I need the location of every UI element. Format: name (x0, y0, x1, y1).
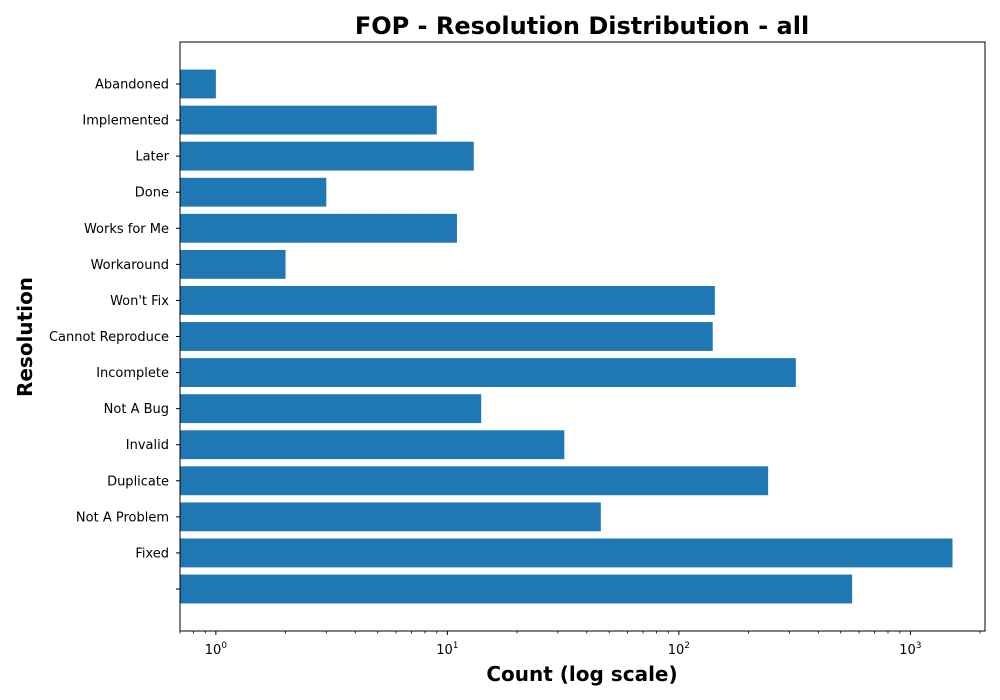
bar-fixed (180, 538, 953, 568)
bar-later (180, 141, 474, 171)
y-tick-label: Abandoned (95, 78, 169, 93)
bar-invalid (180, 430, 565, 460)
y-tick-label: Works for Me (84, 222, 169, 237)
y-tick-label: Implemented (82, 114, 169, 129)
y-tick-label: Done (135, 186, 169, 201)
bar-works-for-me (180, 213, 457, 243)
y-axis: Abandoned Implemented Later Done Works for M… (49, 78, 180, 590)
x-axis: 100 101 102 103 (179, 631, 981, 658)
y-tick-label: Not A Problem (76, 510, 169, 525)
bar-abandoned (180, 69, 216, 99)
y-axis-label: Resolution (13, 277, 37, 397)
y-tick-label: Won't Fix (110, 294, 169, 309)
y-tick-label: Cannot Reproduce (49, 330, 169, 345)
bar-not-a-bug (180, 394, 482, 424)
bars-group (180, 69, 953, 604)
chart-title: FOP - Resolution Distribution - all (355, 12, 809, 40)
y-tick-label: Workaround (91, 258, 169, 273)
bar-duplicate (180, 466, 769, 496)
x-axis-label: Count (log scale) (486, 662, 677, 686)
y-tick-label: Not A Bug (104, 402, 169, 417)
bar-incomplete (180, 358, 796, 387)
y-tick-label: Duplicate (107, 474, 169, 489)
x-tick-label: 100 (205, 641, 228, 658)
bar-done (180, 177, 327, 207)
bar-unlabeled (180, 574, 853, 604)
bar-implemented (180, 105, 437, 135)
y-tick-label: Invalid (126, 438, 169, 453)
x-tick-label: 103 (899, 641, 921, 658)
y-tick-label: Incomplete (96, 366, 169, 381)
bar-cannot-reproduce (180, 322, 713, 351)
x-tick-label: 101 (436, 641, 458, 658)
y-tick-label: Later (135, 150, 169, 165)
bar-not-a-problem (180, 502, 601, 532)
bar-workaround (180, 249, 286, 279)
x-tick-label: 102 (668, 641, 690, 658)
bar-won-t-fix (180, 286, 715, 315)
y-tick-label: Fixed (135, 546, 169, 561)
